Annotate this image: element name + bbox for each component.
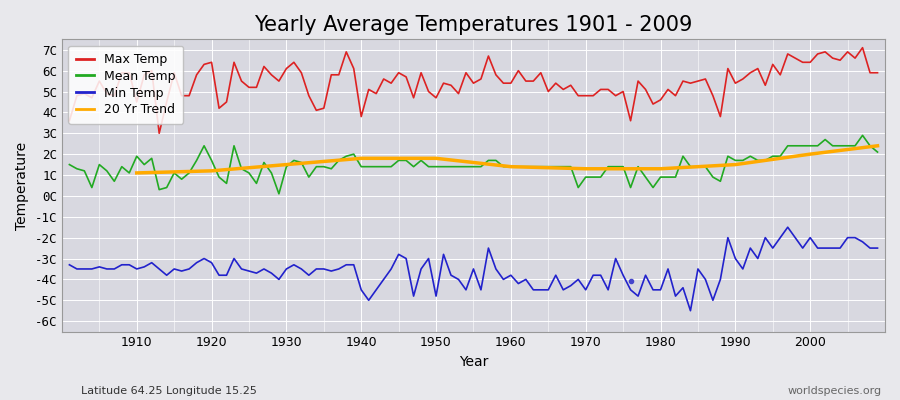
X-axis label: Year: Year	[459, 355, 488, 369]
Legend: Max Temp, Mean Temp, Min Temp, 20 Yr Trend: Max Temp, Mean Temp, Min Temp, 20 Yr Tre…	[68, 46, 184, 124]
Text: worldspecies.org: worldspecies.org	[788, 386, 882, 396]
Title: Yearly Average Temperatures 1901 - 2009: Yearly Average Temperatures 1901 - 2009	[255, 15, 693, 35]
Text: Latitude 64.25 Longitude 15.25: Latitude 64.25 Longitude 15.25	[81, 386, 256, 396]
Y-axis label: Temperature: Temperature	[15, 141, 29, 230]
